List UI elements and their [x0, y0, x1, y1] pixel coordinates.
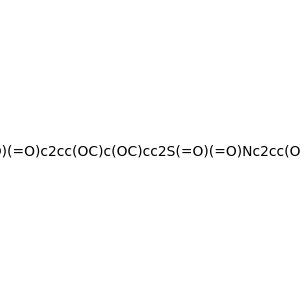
Text: COc1ccc(NS(=O)(=O)c2cc(OC)c(OC)cc2S(=O)(=O)Nc2cc(OC)ccc2OC)cc1OC: COc1ccc(NS(=O)(=O)c2cc(OC)c(OC)cc2S(=O)(…	[0, 145, 300, 158]
